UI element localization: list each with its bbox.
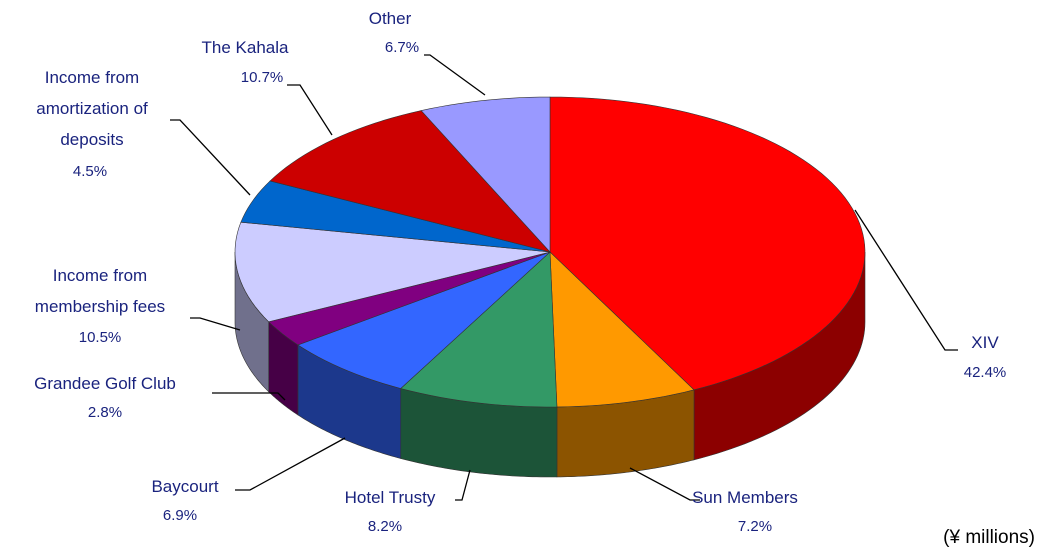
value-label: 6.7% bbox=[384, 39, 420, 56]
leader-line bbox=[170, 119, 251, 196]
slice-label: XIV bbox=[971, 333, 999, 352]
slice-label: Other bbox=[368, 9, 412, 28]
slice-label: Baycourt bbox=[151, 477, 219, 496]
slice-label: The Kahala bbox=[201, 38, 289, 57]
value-label: 10.7% bbox=[240, 69, 284, 86]
leader-line bbox=[629, 467, 700, 501]
value-label: 4.5% bbox=[72, 163, 108, 180]
leader-line bbox=[854, 209, 958, 351]
slice-label: Income from amortization of deposits bbox=[36, 68, 148, 149]
leader-line bbox=[287, 84, 333, 136]
value-label: 6.9% bbox=[162, 507, 198, 524]
slice bbox=[268, 251, 551, 346]
value-label: 7.2% bbox=[737, 518, 773, 535]
slice-label: Sun Members bbox=[692, 488, 798, 507]
slice-label: Hotel Trusty bbox=[344, 488, 436, 507]
slice bbox=[269, 110, 551, 253]
slice bbox=[234, 221, 551, 323]
slice bbox=[420, 96, 551, 253]
value-label: 10.5% bbox=[78, 329, 122, 346]
leader-line bbox=[424, 54, 486, 96]
value-label: 2.8% bbox=[87, 404, 123, 421]
slice-label: Income from membership fees bbox=[34, 266, 166, 316]
leader-line bbox=[455, 469, 471, 501]
leader-line bbox=[190, 317, 241, 331]
leader-line bbox=[212, 392, 286, 401]
slice bbox=[400, 251, 558, 408]
slice bbox=[297, 251, 551, 389]
value-label: 8.2% bbox=[367, 518, 403, 535]
slice-label: Grandee Golf Club bbox=[34, 374, 176, 393]
slice bbox=[549, 251, 695, 408]
unit-note: (¥ millions) bbox=[943, 527, 1035, 548]
value-label: 42.4% bbox=[963, 364, 1007, 381]
slice bbox=[549, 96, 866, 391]
slice bbox=[240, 180, 551, 253]
leader-line bbox=[235, 437, 346, 491]
